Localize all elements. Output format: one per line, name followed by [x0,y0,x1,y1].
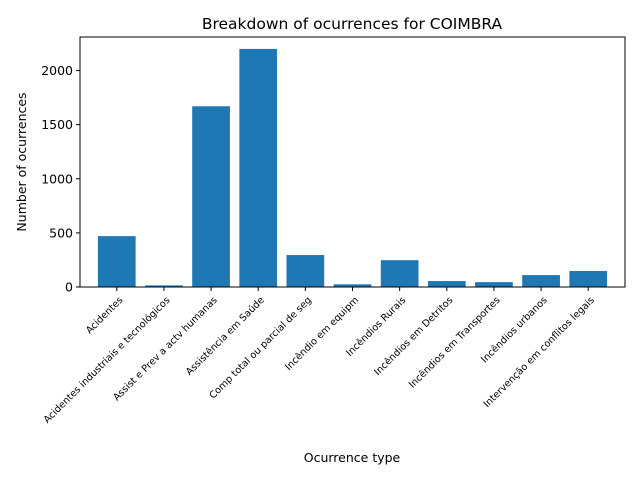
y-tick-label-2: 1000 [41,171,73,186]
bar-6 [380,260,419,287]
y-tick-label-0: 0 [65,280,73,295]
x-tick-label-7: Incêndios em Detritos [372,294,456,378]
bar-1 [145,285,183,287]
plot-frame [79,36,626,288]
y-tick-label-1: 500 [49,225,73,240]
bar-7 [427,281,466,287]
bar-10 [569,270,608,287]
x-tick-label-8: Incêndios em Transportes [406,294,502,390]
bar-9 [522,275,560,287]
chart-title: Breakdown of ocurrences for COIMBRA [202,15,503,33]
x-tick-label-0: Acidentes [84,295,125,336]
y-tick-label-3: 1500 [41,117,73,132]
x-tick-label-4: Comp total ou parcial de seg [207,295,314,402]
bar-3 [239,48,278,288]
bar-2 [192,106,230,287]
bars-group [97,48,608,288]
bar-4 [286,255,325,287]
bar-8 [475,282,513,287]
bar-0 [97,236,136,287]
y-axis: 0 500 1000 1500 2000 [41,63,80,295]
bar-5 [333,284,372,287]
x-tick-label-3: Assistência em Saúde [183,294,267,378]
y-tick-label-4: 2000 [41,63,73,78]
x-tick-label-2: Assist e Prev a actv humanas [111,295,219,403]
y-axis-label: Number of ocurrences [14,92,29,231]
x-axis-label: Ocurrence type [304,450,401,465]
